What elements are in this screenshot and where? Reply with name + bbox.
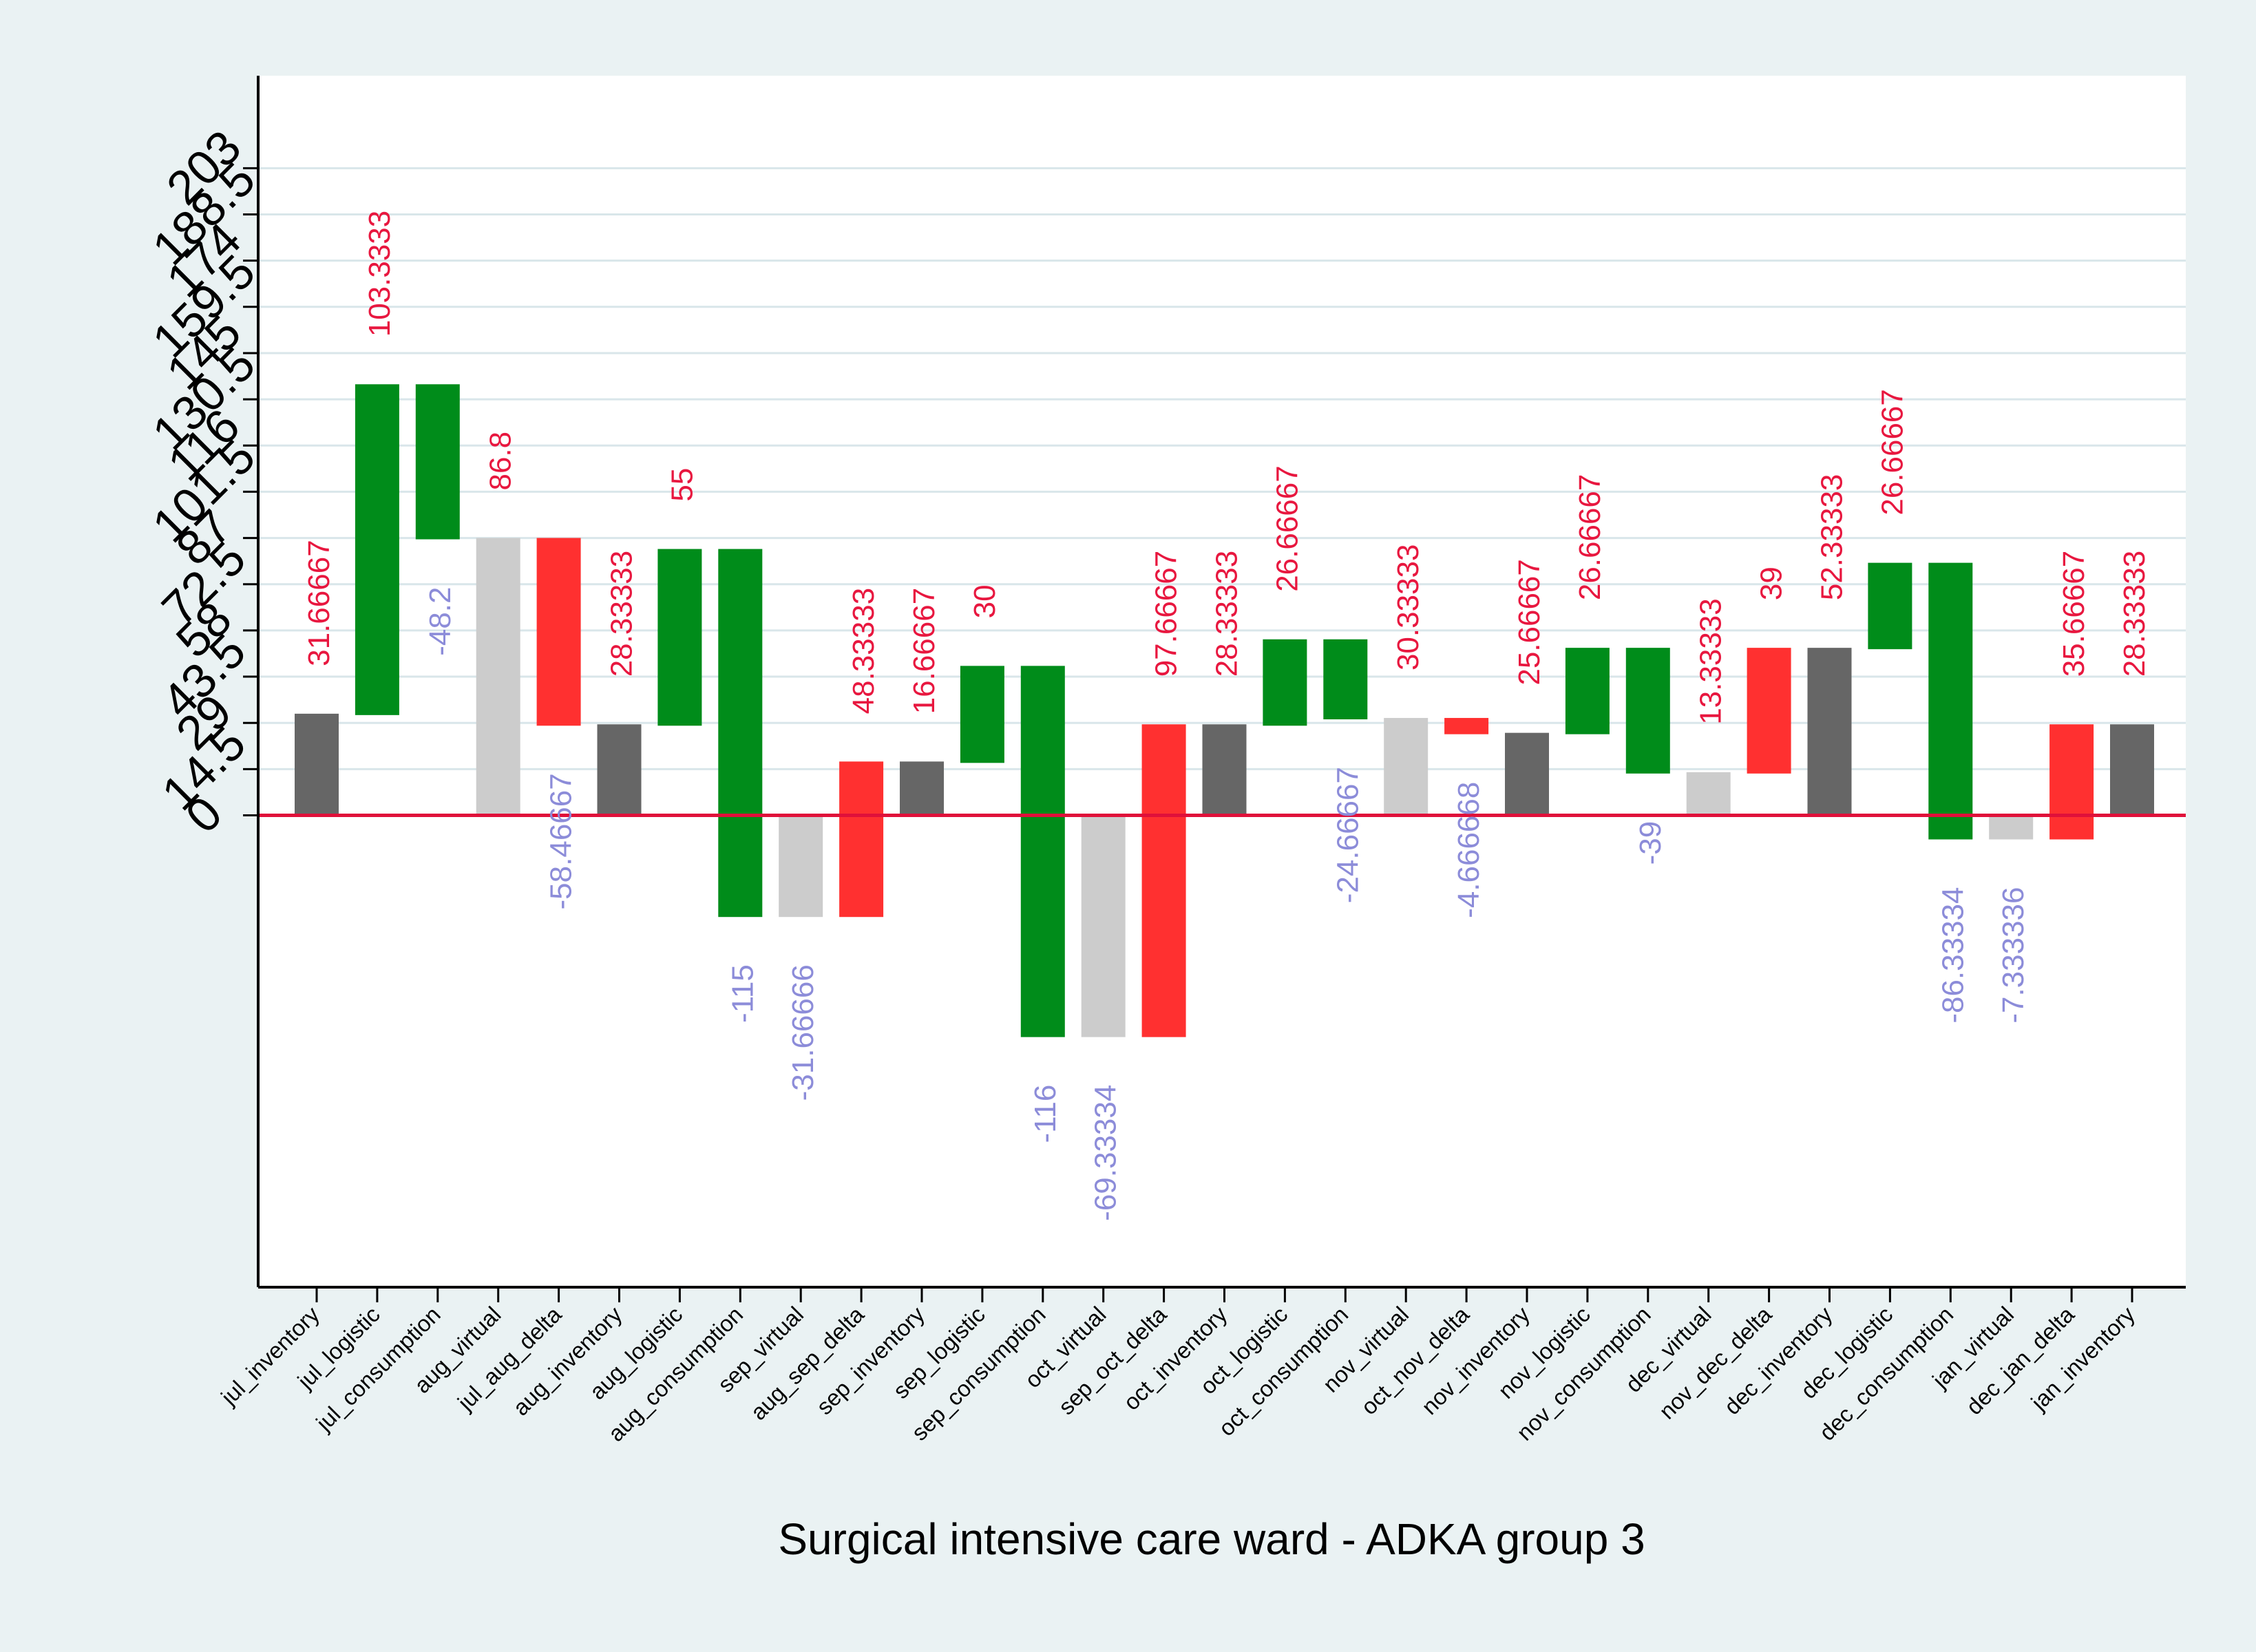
data-label-oct-consumption: -24.66667 — [1331, 767, 1364, 903]
bar-dec-inventory — [1807, 648, 1852, 816]
data-label-aug-consumption: -115 — [726, 964, 759, 1023]
data-label-sep-virtual: -31.66666 — [786, 964, 820, 1101]
data-label-jul-inventory: 31.66667 — [302, 540, 336, 666]
data-label-sep-logistic: 30 — [968, 584, 1002, 618]
bar-dec-consumption — [1928, 562, 1973, 840]
bar-sep-oct-delta — [1141, 724, 1186, 1037]
data-label-jul-consumption: -48.2 — [423, 587, 457, 656]
data-label-sep-consumption: -116 — [1029, 1085, 1062, 1143]
bar-sep-logistic — [960, 666, 1004, 763]
bar-oct-logistic — [1263, 639, 1307, 726]
data-label-sep-oct-delta: 97.66667 — [1150, 551, 1183, 677]
bar-dec-virtual — [1686, 772, 1731, 816]
bar-oct-nov-delta — [1444, 718, 1489, 734]
data-label-dec-jan-delta: 35.66667 — [2057, 551, 2091, 677]
data-label-oct-logistic: 26.66667 — [1270, 465, 1304, 592]
data-label-jan-inventory: 28.33333 — [2118, 551, 2151, 677]
data-label-oct-inventory: 28.33333 — [1210, 551, 1244, 677]
data-label-oct-virtual: -69.33334 — [1089, 1085, 1123, 1221]
bar-dec-logistic — [1868, 562, 1912, 650]
bar-aug-sep-delta — [839, 761, 884, 918]
bar-nov-inventory — [1505, 732, 1549, 816]
data-label-dec-inventory: 52.33333 — [1815, 474, 1849, 601]
bar-oct-virtual — [1081, 814, 1126, 1037]
bars — [295, 384, 2154, 1037]
bar-jan-virtual — [1989, 814, 2034, 840]
data-label-jul-aug-delta: -58.46667 — [545, 773, 578, 909]
data-label-nov-consumption: -39 — [1634, 821, 1667, 865]
data-label-nov-dec-delta: 39 — [1755, 566, 1789, 600]
data-label-aug-logistic: 55 — [665, 468, 699, 502]
bar-jan-inventory — [2110, 724, 2154, 816]
bar-aug-consumption — [718, 549, 763, 918]
bar-aug-virtual — [476, 538, 520, 816]
data-labels: 31.66667 103.3333 -48.2 86.8 -58.46667 28.333… — [302, 211, 2151, 1221]
x-axis-label: Surgical intensive care ward - ADKA grou… — [778, 1514, 1645, 1564]
bar-nov-dec-delta — [1747, 648, 1791, 774]
data-label-jul-logistic: 103.3333 — [363, 211, 397, 337]
bar-sep-inventory — [900, 761, 944, 816]
data-label-oct-nov-delta: -4.666668 — [1452, 782, 1486, 918]
bar-oct-inventory — [1202, 724, 1247, 816]
data-label-nov-virtual: 30.33333 — [1391, 544, 1425, 671]
bar-jul-aug-delta — [536, 538, 581, 726]
bar-jul-inventory — [295, 713, 339, 816]
bar-nov-consumption — [1625, 648, 1670, 774]
data-label-dec-virtual: 13.33333 — [1694, 598, 1728, 725]
data-label-aug-sep-delta: 48.33333 — [847, 588, 881, 714]
bar-aug-inventory — [597, 724, 642, 816]
data-label-dec-consumption: -86.33334 — [1936, 887, 1970, 1023]
data-label-nov-logistic: 26.66667 — [1573, 474, 1607, 601]
bar-aug-logistic — [657, 549, 702, 726]
bar-oct-consumption — [1323, 639, 1368, 720]
bar-nov-logistic — [1565, 648, 1610, 734]
bar-nov-virtual — [1384, 718, 1429, 816]
bar-sep-virtual — [779, 814, 823, 918]
data-label-sep-inventory: 16.66667 — [907, 588, 941, 714]
bar-jul-consumption — [415, 384, 460, 540]
bar-jul-logistic — [355, 384, 399, 715]
data-label-aug-inventory: 28.33333 — [605, 551, 639, 677]
bar-dec-jan-delta — [2049, 724, 2094, 840]
data-label-dec-logistic: 26.66667 — [1875, 389, 1909, 516]
data-label-jan-virtual: -7.333336 — [1996, 887, 2030, 1023]
bar-sep-consumption — [1020, 666, 1065, 1037]
data-label-aug-virtual: 86.8 — [484, 432, 518, 491]
data-label-nov-inventory: 25.66667 — [1512, 559, 1546, 686]
